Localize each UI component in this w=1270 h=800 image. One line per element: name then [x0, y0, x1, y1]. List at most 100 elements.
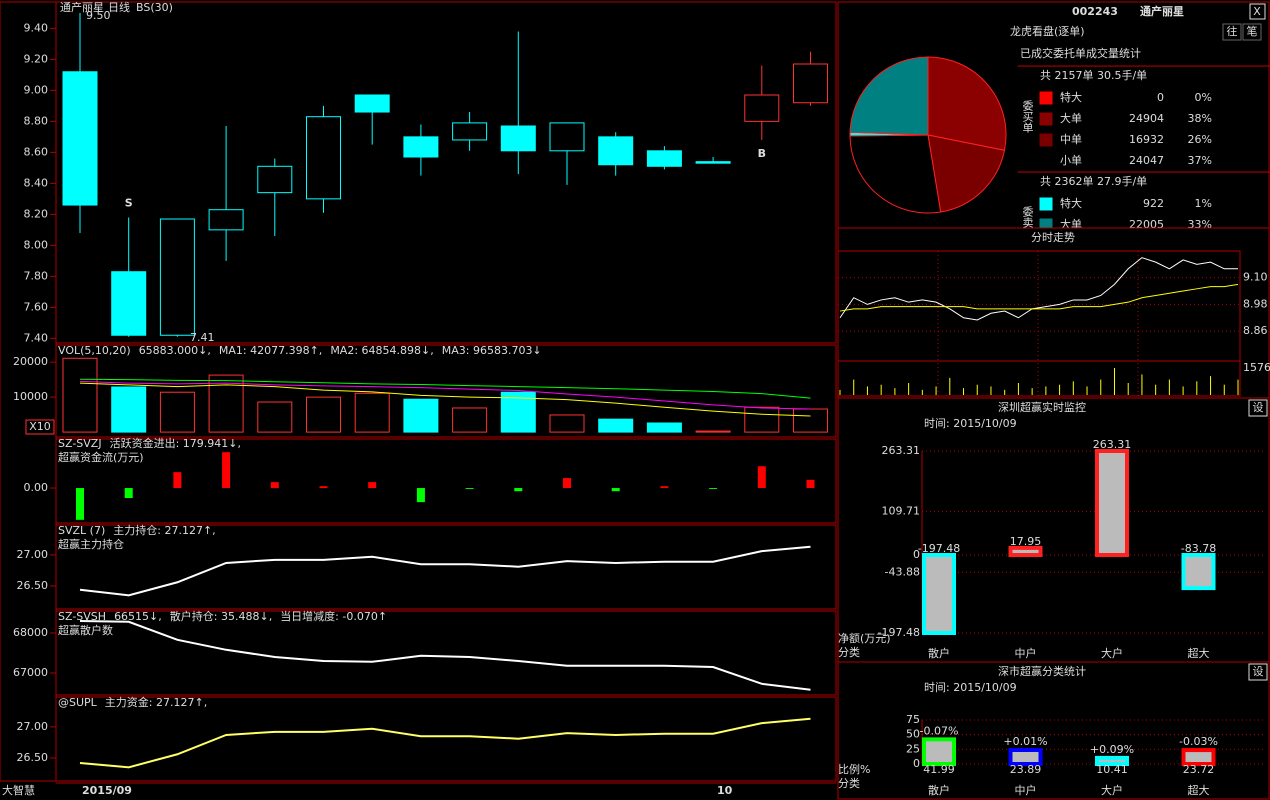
- panel-border: [55, 696, 837, 782]
- candle-body: [549, 122, 585, 152]
- stats-title: 已成交委托单成交量统计: [1020, 46, 1141, 60]
- bar: [1008, 545, 1043, 558]
- volume-factor: X10: [29, 420, 51, 433]
- candle-body: [111, 271, 147, 336]
- pie-slice: [849, 56, 929, 136]
- indicator-subtitle: 超赢资金流(万元): [58, 450, 144, 464]
- change-label: -0.03%: [1179, 735, 1218, 748]
- category-label: 超大: [1188, 783, 1210, 797]
- y-tick-label: 8.86: [1243, 324, 1268, 337]
- bar: [922, 737, 956, 766]
- settings-button[interactable]: [1248, 663, 1268, 681]
- value-label: 41.99: [923, 763, 955, 776]
- candle-body: [62, 71, 98, 206]
- volume-bar: [744, 406, 780, 433]
- indicator-line: [79, 545, 811, 597]
- volume-bar: [646, 422, 682, 433]
- category-label: 散户: [928, 646, 950, 660]
- indicator-header: 活跃资金进出: 179.941↓,: [110, 436, 241, 450]
- y-tick-label: 50: [906, 728, 920, 741]
- y-tick-label: -43.88: [885, 565, 920, 578]
- candle-body: [598, 136, 634, 166]
- candle-body: [403, 136, 439, 158]
- value-label: -197.48: [918, 542, 960, 555]
- tab-button[interactable]: [1242, 23, 1262, 41]
- candle-body: [452, 122, 488, 141]
- volume-bar: [500, 391, 536, 433]
- x-date-label: 2015/09: [82, 784, 132, 797]
- value-label: 10.41: [1096, 763, 1128, 776]
- stock-name: 通产丽星: [60, 0, 104, 14]
- candle-body: [695, 161, 731, 164]
- ma-line: [79, 380, 811, 410]
- row-name: 中单: [1060, 133, 1082, 146]
- fund-bar: [222, 452, 231, 489]
- x-axis-label: 分类: [838, 645, 860, 659]
- change-label: +0.01%: [1003, 735, 1047, 748]
- order-summary: 共 2362单 27.9手/单: [1040, 174, 1147, 188]
- y-tick-label: 7.40: [24, 331, 49, 344]
- legend-swatch: [1039, 91, 1053, 105]
- fund-bar: [514, 488, 523, 492]
- candle-body: [306, 116, 341, 200]
- legend-swatch: [1039, 154, 1053, 168]
- indicator-header: @SUPL: [58, 696, 98, 709]
- ma-line: [79, 382, 811, 417]
- fund-bar: [368, 482, 377, 489]
- category-label: 大户: [1101, 646, 1123, 660]
- fund-bar: [270, 482, 279, 489]
- bar: [1181, 748, 1216, 767]
- y-tick-label: 9.40: [24, 21, 49, 34]
- volume-bar: [62, 357, 98, 433]
- indicator-header: 66515↓,: [114, 610, 162, 623]
- volume-bar: [257, 401, 293, 433]
- fund-bar: [660, 486, 669, 489]
- y-tick-label: 0.00: [24, 481, 49, 494]
- y-tick-label: 25: [906, 742, 920, 755]
- y-tick-label: 8.80: [24, 114, 49, 127]
- panel-bg: [837, 227, 1270, 399]
- candle-body: [354, 94, 390, 113]
- volume-bar: [695, 430, 731, 433]
- tab-label: 笔: [1247, 24, 1258, 38]
- panel-border: [55, 524, 837, 610]
- value-label: 263.31: [1093, 438, 1132, 451]
- fund-bar: [611, 488, 620, 492]
- settings-label: 设: [1253, 665, 1264, 678]
- category-label: 中户: [1015, 783, 1037, 797]
- panel-bg: [837, 661, 1270, 800]
- settings-button[interactable]: [1248, 399, 1268, 417]
- fund-bar: [76, 488, 84, 520]
- tab-button[interactable]: [1222, 23, 1242, 41]
- row-pct: 38%: [1188, 112, 1212, 125]
- row-pct: 1%: [1195, 197, 1212, 210]
- y-tick-label: 26.50: [17, 579, 49, 592]
- period: 日线: [108, 0, 130, 14]
- y-tick-label: 263.31: [882, 444, 921, 457]
- y-tick-label: 27.00: [17, 548, 49, 561]
- legend-swatch: [1039, 197, 1053, 211]
- row-count: 922: [1143, 197, 1164, 210]
- chart-frame: [837, 250, 1241, 397]
- y-tick-label: 109.71: [882, 505, 921, 518]
- row-name: 特大: [1060, 196, 1082, 210]
- category-label: 大户: [1101, 783, 1123, 797]
- panel-border: [55, 610, 837, 696]
- price-line: [839, 257, 1238, 321]
- y-tick-label: 0: [913, 548, 920, 561]
- y-tick-label: 8.00: [24, 238, 49, 251]
- close-button[interactable]: [1249, 3, 1266, 20]
- indicator-header: 散户持仓: 35.488↓,: [170, 609, 272, 623]
- candle-body: [500, 125, 536, 152]
- pie-slice: [927, 134, 1006, 213]
- fund-bar: [124, 488, 133, 499]
- x-axis-label: 分类: [838, 776, 860, 790]
- panel-bg: [837, 397, 1270, 663]
- fund-bar: [757, 466, 766, 489]
- y-axis-label: 比例%: [838, 762, 870, 776]
- indicator-subtitle: 超赢主力持仓: [58, 537, 124, 551]
- fund-bar: [465, 488, 474, 489]
- signal: S: [125, 196, 133, 209]
- row-pct: 37%: [1188, 154, 1212, 167]
- candle-body: [257, 165, 293, 194]
